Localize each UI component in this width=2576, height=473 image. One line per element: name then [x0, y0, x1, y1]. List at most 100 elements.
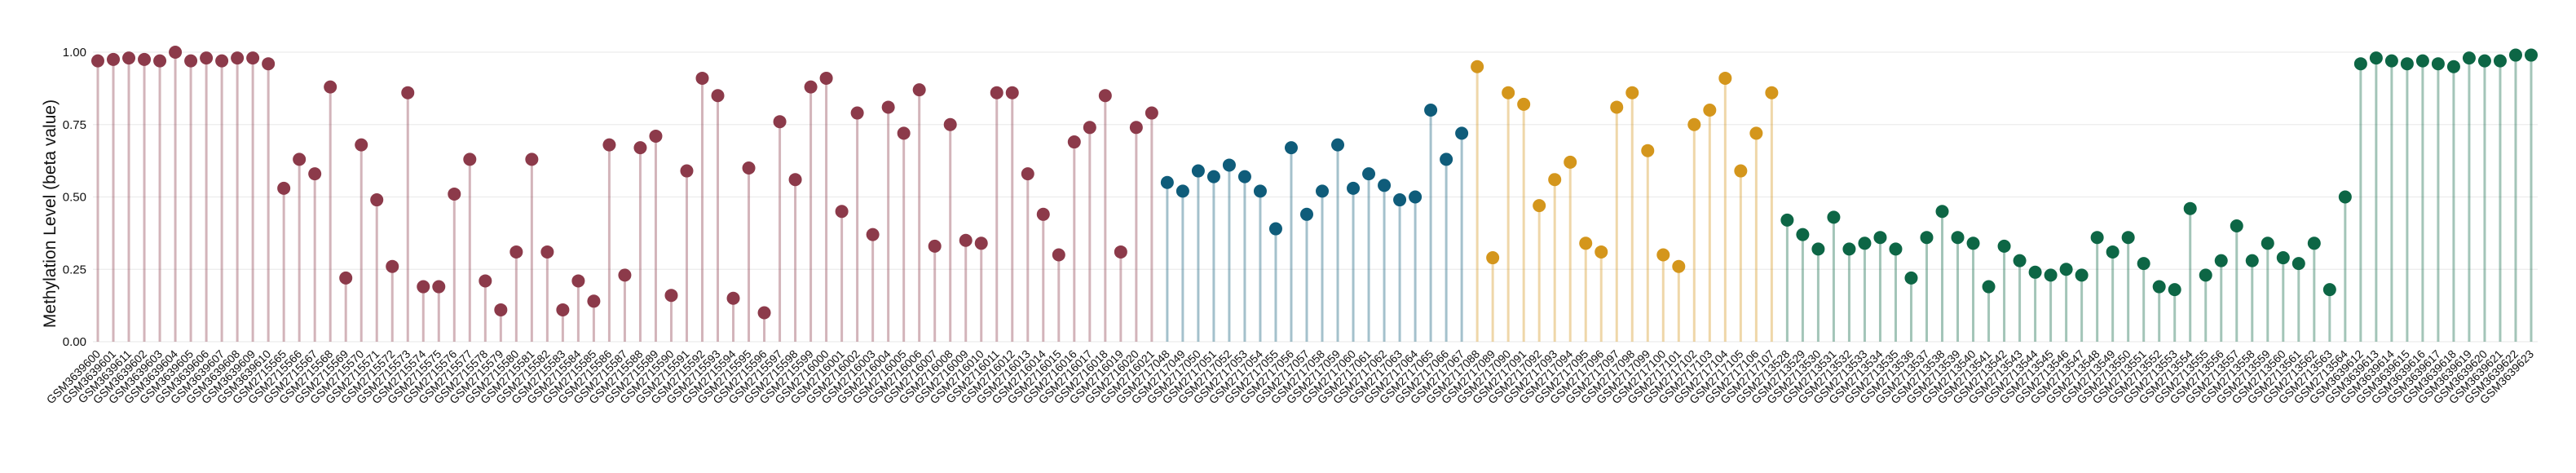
- lollipop-point: [664, 289, 678, 303]
- lollipop-point: [1672, 259, 1686, 273]
- lollipop-point: [1021, 167, 1034, 181]
- lollipop-point: [1517, 97, 1531, 111]
- lollipop-point: [1114, 245, 1127, 259]
- lollipop-point: [153, 54, 167, 68]
- lollipop-point: [2230, 219, 2243, 232]
- lollipop-point: [1424, 104, 1438, 117]
- x-tick-labels: GSM3639600GSM3639601GSM3639611GSM3639602…: [44, 347, 2537, 407]
- lollipop-point: [1734, 164, 1748, 178]
- lollipop-point: [1036, 207, 1050, 221]
- lollipop-point: [370, 193, 384, 207]
- lollipop-point: [2525, 48, 2538, 62]
- lollipop-point: [1145, 106, 1158, 120]
- lollipop-point: [2462, 51, 2476, 65]
- lollipop-point: [2214, 254, 2228, 267]
- lollipop-point: [1083, 121, 1096, 135]
- lollipop-point: [819, 71, 833, 85]
- lollipop-point: [587, 294, 601, 308]
- lollipop-point: [308, 167, 322, 181]
- lollipop-point: [1966, 236, 1980, 250]
- lollipop-point: [2493, 54, 2507, 68]
- lollipop-point: [2384, 54, 2398, 68]
- lollipop-point: [324, 80, 337, 94]
- lollipop-point: [1656, 248, 1670, 262]
- lollipop-point: [773, 115, 787, 129]
- lollipop-point: [835, 205, 849, 219]
- lollipop-point: [711, 89, 725, 103]
- stem-layer: [96, 52, 2533, 342]
- lollipop-point: [1687, 117, 1701, 131]
- lollipop-point: [804, 80, 818, 94]
- lollipop-point: [1749, 126, 1763, 140]
- lollipop-point: [432, 280, 446, 294]
- lollipop-point: [2446, 60, 2460, 73]
- lollipop-point: [1160, 175, 1174, 189]
- lollipop-point: [277, 181, 291, 195]
- lollipop-point: [1765, 86, 1779, 99]
- lollipop-point: [1780, 213, 1794, 227]
- lollipop-point: [540, 245, 554, 259]
- lollipop-point: [881, 100, 895, 114]
- lollipop-point: [959, 233, 973, 247]
- lollipop-point: [2291, 257, 2305, 271]
- lollipop-point: [2183, 201, 2197, 215]
- lollipop-point: [1362, 167, 1376, 181]
- lollipop-point: [866, 228, 880, 241]
- lollipop-point: [2059, 263, 2073, 276]
- lollipop-point: [1052, 248, 1065, 262]
- lollipop-point: [695, 71, 709, 85]
- lollipop-point: [649, 129, 663, 143]
- lollipop-point: [1471, 60, 1484, 73]
- lollipop-point: [2075, 268, 2089, 282]
- lollipop-point: [912, 83, 926, 97]
- lollipop-point: [1935, 205, 1949, 219]
- lollipop-point: [2276, 251, 2290, 265]
- lollipop-point: [2400, 57, 2414, 71]
- lollipop-point: [1951, 231, 1965, 245]
- lollipop-point: [494, 303, 508, 316]
- lollipop-point: [1858, 236, 1872, 250]
- lollipop-point: [2477, 54, 2491, 68]
- lollipop-point: [571, 274, 585, 288]
- lollipop-point: [1997, 239, 2011, 253]
- lollipop-point: [1299, 207, 1313, 221]
- lollipop-point: [1625, 86, 1639, 99]
- lollipop-point: [2199, 268, 2212, 282]
- lollipop-point: [401, 86, 415, 99]
- lollipop-point: [262, 57, 276, 71]
- lollipop-point: [2322, 283, 2336, 297]
- lollipop-point: [742, 161, 756, 175]
- lollipop-point: [1827, 210, 1841, 224]
- lollipop-point: [1842, 242, 1856, 256]
- lollipop-point: [788, 173, 802, 187]
- lollipop-point: [1796, 228, 1810, 241]
- lollipop-point: [122, 51, 136, 65]
- lollipop-point: [2152, 280, 2166, 294]
- lollipop-point: [990, 86, 1003, 99]
- lollipop-point: [1564, 155, 1577, 169]
- lollipop-point: [1548, 173, 1562, 187]
- lollipop-point: [943, 117, 957, 131]
- lollipop-point: [1316, 184, 1330, 198]
- grid-layer: [93, 51, 2538, 343]
- lollipop-point: [757, 306, 771, 320]
- y-tick-label: 0.50: [63, 191, 86, 205]
- lollipop-point: [525, 153, 539, 166]
- lollipop-point: [2261, 236, 2274, 250]
- lollipop-point: [1253, 184, 1267, 198]
- lollipop-point: [1268, 222, 1282, 236]
- lollipop-point: [91, 54, 104, 68]
- lollipop-point: [2028, 265, 2042, 279]
- lollipop-point: [2415, 54, 2429, 68]
- lollipop-point: [1067, 135, 1081, 149]
- lollipop-point: [2090, 231, 2104, 245]
- y-tick-label: 0.25: [63, 263, 86, 276]
- lollipop-point: [138, 52, 152, 66]
- lollipop-point: [2338, 190, 2352, 204]
- lollipop-point: [2508, 48, 2522, 62]
- lollipop-point: [1129, 121, 1143, 135]
- lollipop-point: [1920, 231, 1934, 245]
- lollipop-point: [680, 164, 694, 178]
- lollipop-point: [2369, 51, 2383, 65]
